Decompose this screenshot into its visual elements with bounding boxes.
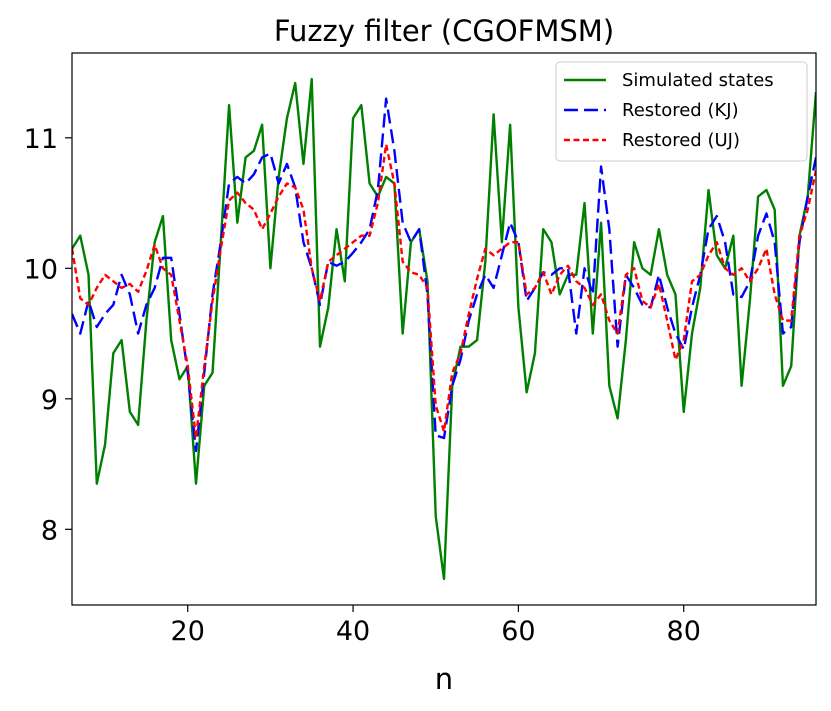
series-line-3 [72, 143, 816, 440]
legend: Simulated states Restored (KJ) Restored (U… [555, 61, 808, 162]
x-axis-label: n [435, 662, 453, 696]
legend-frame [555, 61, 808, 162]
x-tick-label: 20 [171, 616, 205, 647]
legend-label-2: Restored (KJ) [622, 100, 739, 121]
plot-frame [71, 52, 817, 606]
y-tick-label: 8 [41, 515, 58, 546]
x-tick-label: 40 [336, 616, 370, 647]
series-layer [72, 77, 816, 581]
y-tick-label: 11 [24, 124, 58, 155]
series-line-1 [72, 77, 816, 581]
chart-title: Fuzzy filter (CGOFMSM) [274, 14, 614, 48]
axes-layer: 20 40 60 80 8 9 10 11 [24, 124, 701, 647]
legend-label-1: Simulated states [622, 70, 774, 91]
x-tick-label: 60 [501, 616, 535, 647]
y-tick-label: 10 [24, 254, 58, 285]
y-tick-label: 9 [41, 385, 58, 416]
x-tick-label: 80 [667, 616, 701, 647]
series-line-2 [72, 97, 816, 453]
legend-label-3: Restored (UJ) [622, 130, 740, 151]
